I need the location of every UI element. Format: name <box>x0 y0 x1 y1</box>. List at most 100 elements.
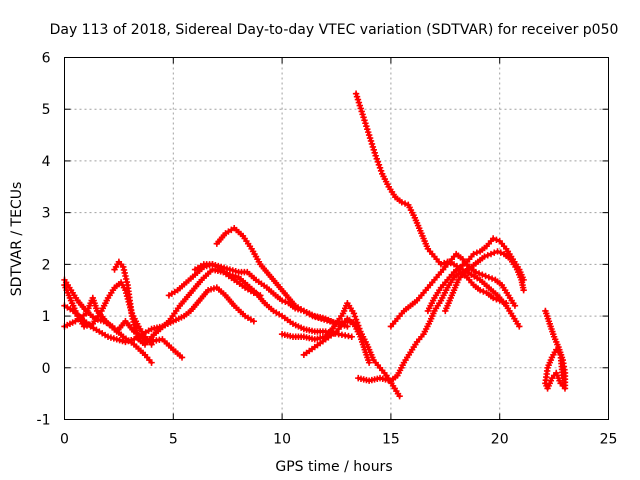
data-point-plus <box>250 318 258 325</box>
data-point-plus <box>401 200 409 207</box>
series-arc-11 <box>352 90 523 330</box>
data-point-plus <box>371 149 378 157</box>
data-point-plus <box>148 359 155 366</box>
x-tick-label: 20 <box>491 432 509 448</box>
data-point-plus <box>358 108 365 115</box>
data-point-plus <box>372 152 379 159</box>
data-point-plus <box>481 253 488 260</box>
data-point-plus <box>482 272 489 280</box>
data-point-plus <box>363 123 370 130</box>
series-arc-16 <box>542 307 569 392</box>
data-point-plus <box>359 111 366 118</box>
data-point-plus <box>148 341 155 348</box>
data-point-plus <box>559 374 567 382</box>
grid-lines <box>64 57 609 420</box>
data-point-plus <box>355 99 363 106</box>
x-axis-label: GPS time / hours <box>275 459 392 475</box>
series-arc-9 <box>278 299 403 400</box>
data-point-plus <box>365 359 373 366</box>
plot-frame <box>64 57 609 420</box>
data-point-plus <box>356 102 364 109</box>
data-point-plus <box>360 114 367 121</box>
data-point-plus <box>475 270 483 277</box>
y-tick-label: 6 <box>42 51 51 67</box>
chart-title: Day 113 of 2018, Sidereal Day-to-day VTE… <box>50 22 619 38</box>
data-point-plus <box>398 199 405 206</box>
data-point-plus <box>503 299 510 307</box>
axis-ticks: 0 5 10 15 20 25 -1 0 1 2 3 4 5 6 <box>37 51 618 448</box>
data-point-plus <box>488 275 496 282</box>
data-point-plus <box>370 146 378 154</box>
data-point-plus <box>493 296 500 303</box>
data-point-plus <box>373 155 380 162</box>
data-point-plus <box>496 297 503 304</box>
data-point-plus <box>375 161 383 169</box>
data-point-plus <box>479 271 486 278</box>
x-tick-label: 10 <box>273 432 291 448</box>
data-point-plus <box>374 158 382 165</box>
data-point-plus <box>497 249 504 256</box>
data-point-plus <box>348 333 355 340</box>
y-tick-label: -1 <box>37 413 51 429</box>
data-point-plus <box>351 313 359 320</box>
series-trace <box>193 262 354 339</box>
y-tick-label: 0 <box>42 361 51 377</box>
series-arc-14 <box>424 235 527 315</box>
x-tick-label: 15 <box>382 432 400 448</box>
data-point-plus <box>278 297 286 304</box>
data-point-plus <box>499 298 507 306</box>
y-axis-label: SDTVAR / TECUs <box>9 182 25 297</box>
y-tick-label: 2 <box>42 257 51 273</box>
data-point-plus <box>368 140 376 148</box>
data-point-plus <box>494 248 501 255</box>
data-point-plus <box>357 105 364 112</box>
data-point-plus <box>365 128 372 136</box>
y-tick-label: 5 <box>42 102 51 118</box>
series-arc-10 <box>300 315 373 366</box>
data-point-plus <box>366 134 374 142</box>
data-point-plus <box>441 259 448 267</box>
data-point-plus <box>377 167 385 175</box>
data-point-plus <box>352 316 360 323</box>
series-arc-13 <box>387 250 519 330</box>
x-tick-label: 0 <box>60 432 69 448</box>
data-point-plus <box>489 235 497 242</box>
x-tick-label: 25 <box>600 432 618 448</box>
series-arc-15 <box>442 248 527 315</box>
data-point-plus <box>520 287 527 294</box>
data-point-plus <box>472 268 479 276</box>
data-point-plus <box>396 393 403 400</box>
y-tick-label: 4 <box>42 154 51 170</box>
data-point-plus <box>491 249 498 256</box>
data-point-plus <box>437 261 445 268</box>
data-point-plus <box>364 125 371 133</box>
data-points <box>61 90 569 400</box>
data-point-plus <box>485 274 493 281</box>
data-point-plus <box>516 323 523 330</box>
data-point-plus <box>178 354 186 361</box>
data-point-plus <box>476 287 484 294</box>
data-point-plus <box>361 117 368 124</box>
data-point-plus <box>369 143 377 151</box>
data-point-plus <box>484 252 491 259</box>
series-arc-8 <box>191 261 355 340</box>
data-point-plus <box>282 298 289 306</box>
data-point-plus <box>365 131 373 139</box>
data-point-plus <box>353 319 361 326</box>
data-point-plus <box>354 96 362 103</box>
data-point-plus <box>487 250 495 258</box>
data-point-plus <box>367 137 375 145</box>
data-point-plus <box>480 288 487 295</box>
y-tick-label: 3 <box>42 206 51 222</box>
series-arc-2 <box>61 294 186 361</box>
data-point-plus <box>350 310 358 317</box>
data-point-plus <box>470 250 477 258</box>
data-point-plus <box>511 302 519 309</box>
data-point-plus <box>362 120 369 127</box>
x-tick-label: 5 <box>169 432 178 448</box>
data-point-plus <box>353 93 361 100</box>
data-point-plus <box>376 164 384 172</box>
data-point-plus <box>352 90 360 97</box>
y-tick-label: 1 <box>42 309 51 325</box>
